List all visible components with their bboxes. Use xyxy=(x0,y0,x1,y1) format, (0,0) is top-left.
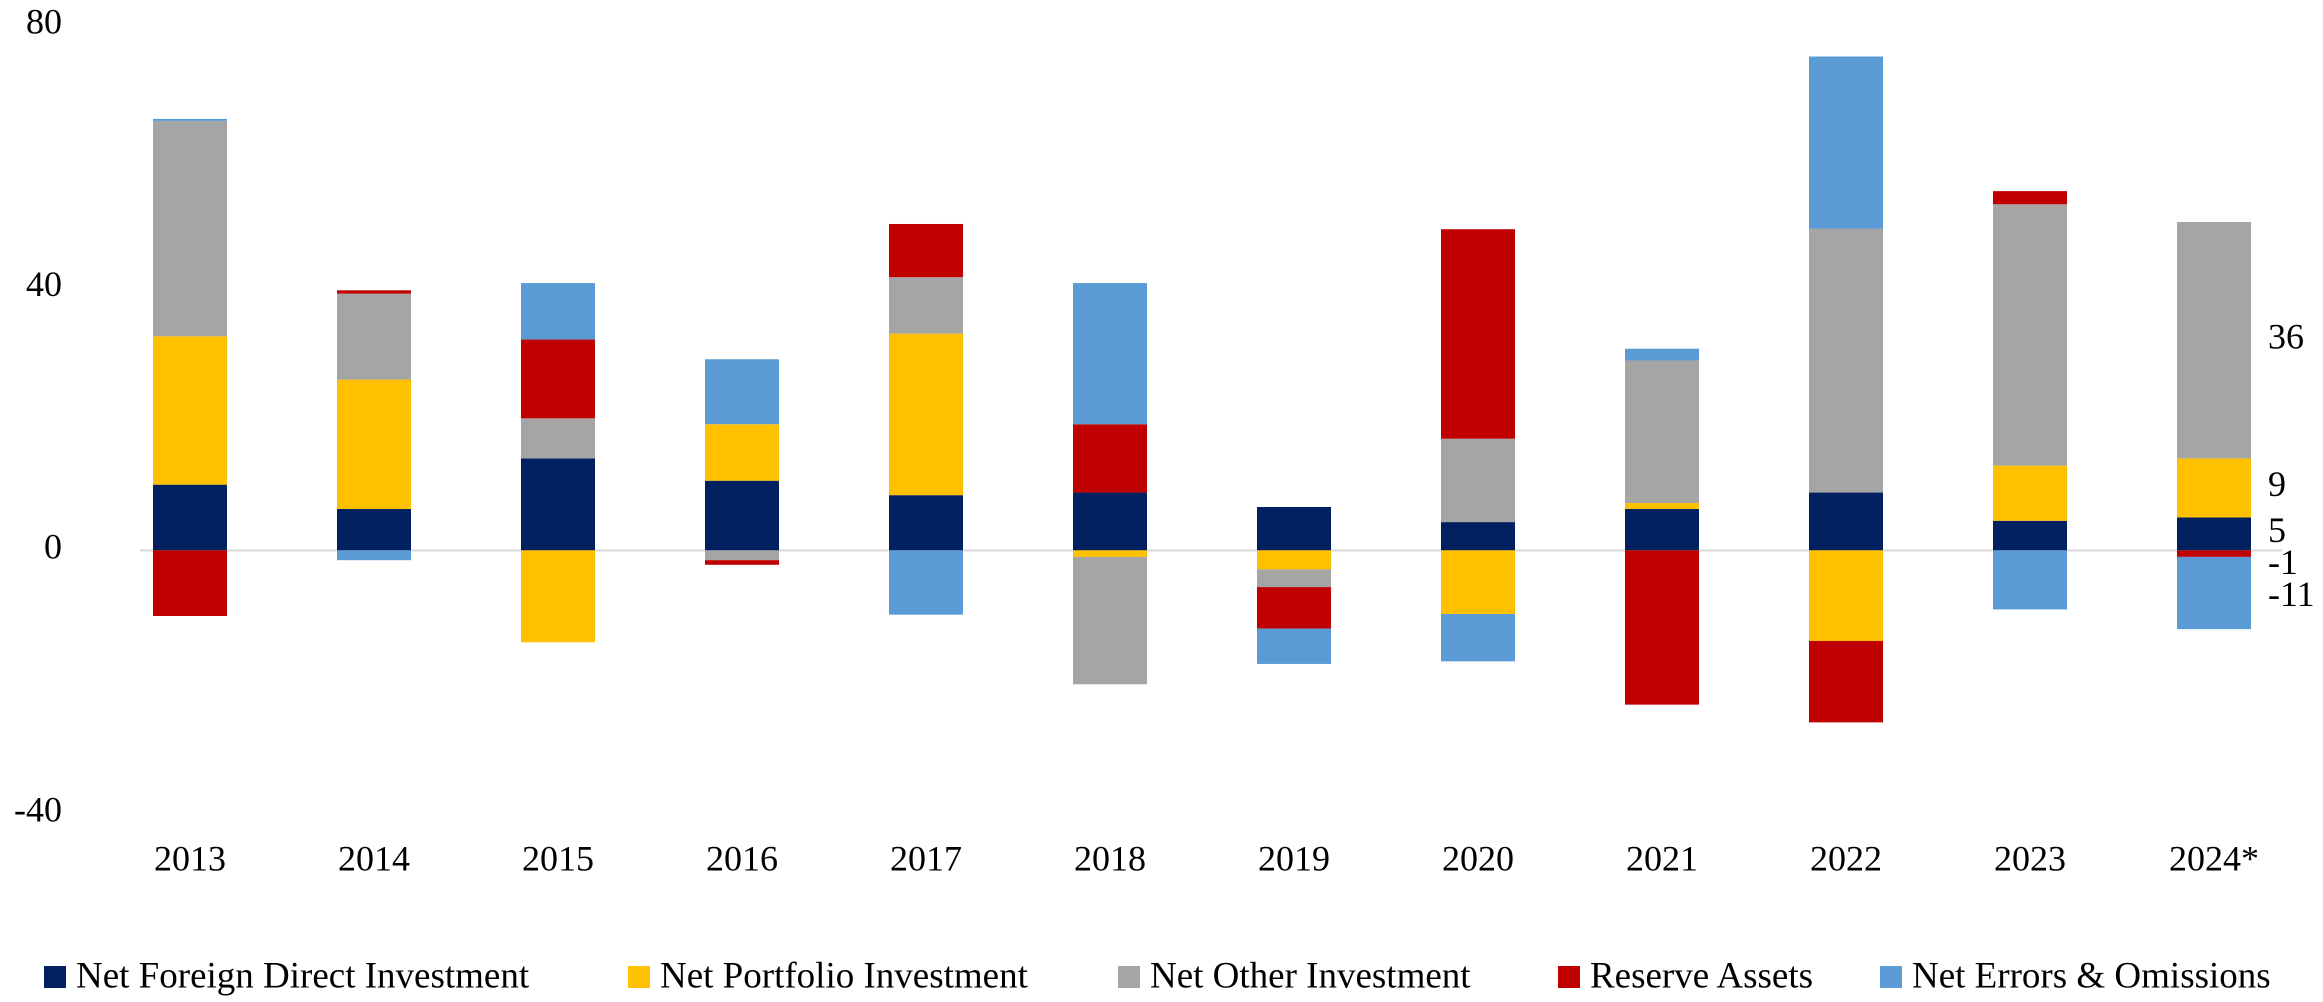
x-tick-label: 2015 xyxy=(522,838,594,878)
bar-segment xyxy=(1073,556,1147,685)
y-tick-label: 0 xyxy=(44,527,62,567)
bar-segment xyxy=(1625,503,1699,509)
y-tick-label: -40 xyxy=(14,789,62,829)
x-tick-label: 2023 xyxy=(1994,838,2066,878)
bar-segment xyxy=(1257,506,1331,551)
bar-segment xyxy=(1073,492,1147,551)
bar-segment xyxy=(153,550,227,616)
bar-segment xyxy=(1625,348,1699,361)
bar-segment xyxy=(1993,204,2067,466)
bar-segment xyxy=(153,118,227,121)
bar-segment xyxy=(2177,517,2251,551)
bar-segment xyxy=(1625,550,1699,705)
bar-segment xyxy=(337,293,411,380)
y-tick-label: 40 xyxy=(26,264,62,304)
bar-segment xyxy=(1257,587,1331,629)
legend-label: Net Portfolio Investment xyxy=(660,955,1029,996)
bar-segment xyxy=(1809,492,1883,551)
bar-segment xyxy=(1441,522,1515,551)
bar-segment xyxy=(1993,550,2067,610)
bar-segment xyxy=(1257,569,1331,588)
bar-segment xyxy=(1809,56,1883,229)
bar-segment xyxy=(1993,191,2067,205)
bar-segment xyxy=(889,277,963,334)
bar-segment xyxy=(521,458,595,551)
legend-swatch xyxy=(44,966,66,988)
bar-segment xyxy=(153,484,227,551)
bar-segment xyxy=(153,120,227,337)
bar-segment xyxy=(889,333,963,496)
x-tick-label: 2022 xyxy=(1810,838,1882,878)
bar-segment xyxy=(1073,424,1147,493)
bar-segment xyxy=(337,550,411,561)
x-tick-label: 2013 xyxy=(154,838,226,878)
bar-segment xyxy=(2177,458,2251,518)
bar-segment xyxy=(1073,550,1147,557)
x-tick-label: 2020 xyxy=(1442,838,1514,878)
bar-segment xyxy=(1809,640,1883,723)
bar-segment xyxy=(705,550,779,561)
legend-swatch xyxy=(628,966,650,988)
bar-segment xyxy=(1441,614,1515,662)
data-label: -11 xyxy=(2268,574,2315,614)
legend-label: Reserve Assets xyxy=(1590,955,1813,996)
bar-segment xyxy=(337,508,411,551)
x-tick-label: 2014 xyxy=(338,838,410,878)
x-tick-label: 2018 xyxy=(1074,838,1146,878)
bar-segment xyxy=(1809,228,1883,493)
bar-segment xyxy=(1625,360,1699,504)
bar-segment xyxy=(337,379,411,509)
y-tick-label: 80 xyxy=(26,1,62,41)
bar-segment xyxy=(337,290,411,294)
legend-swatch xyxy=(1558,966,1580,988)
bar-segment xyxy=(2177,556,2251,630)
bar-segment xyxy=(521,418,595,459)
bar-segment xyxy=(889,550,963,615)
bar-segment xyxy=(1993,465,2067,521)
bar-segment xyxy=(889,495,963,551)
bar-segment xyxy=(521,339,595,419)
bar-segment xyxy=(1073,283,1147,425)
bar-segment xyxy=(705,359,779,425)
bar-segment xyxy=(1993,520,2067,551)
bar-segment xyxy=(521,550,595,643)
bar-segment xyxy=(705,560,779,565)
bar-segment xyxy=(1257,628,1331,664)
bar-segment xyxy=(1809,550,1883,641)
legend-label: Net Other Investment xyxy=(1150,955,1471,996)
bar-segment xyxy=(1441,550,1515,615)
bar-segment xyxy=(1257,550,1331,570)
x-tick-label: 2024* xyxy=(2169,838,2259,878)
bar-segment xyxy=(1441,229,1515,439)
bar-segment xyxy=(2177,550,2251,557)
legend-label: Net Errors & Omissions xyxy=(1912,955,2271,996)
x-tick-label: 2016 xyxy=(706,838,778,878)
bar-segment xyxy=(1441,438,1515,523)
bar-segment xyxy=(705,424,779,481)
x-tick-label: 2017 xyxy=(890,838,962,878)
x-tick-label: 2021 xyxy=(1626,838,1698,878)
data-label: -1 xyxy=(2268,542,2298,582)
bar-segment xyxy=(521,283,595,340)
x-tick-label: 2019 xyxy=(1258,838,1330,878)
data-label: 5 xyxy=(2268,510,2286,550)
data-label: 9 xyxy=(2268,464,2286,504)
bar-segment xyxy=(1625,508,1699,551)
bar-segment xyxy=(2177,222,2251,459)
data-label: 36 xyxy=(2268,316,2304,356)
legend-swatch xyxy=(1880,966,1902,988)
legend-label: Net Foreign Direct Investment xyxy=(76,955,530,996)
bar-segment xyxy=(153,336,227,485)
bar-segment xyxy=(889,223,963,278)
legend-swatch xyxy=(1118,966,1140,988)
bar-segment xyxy=(705,480,779,551)
